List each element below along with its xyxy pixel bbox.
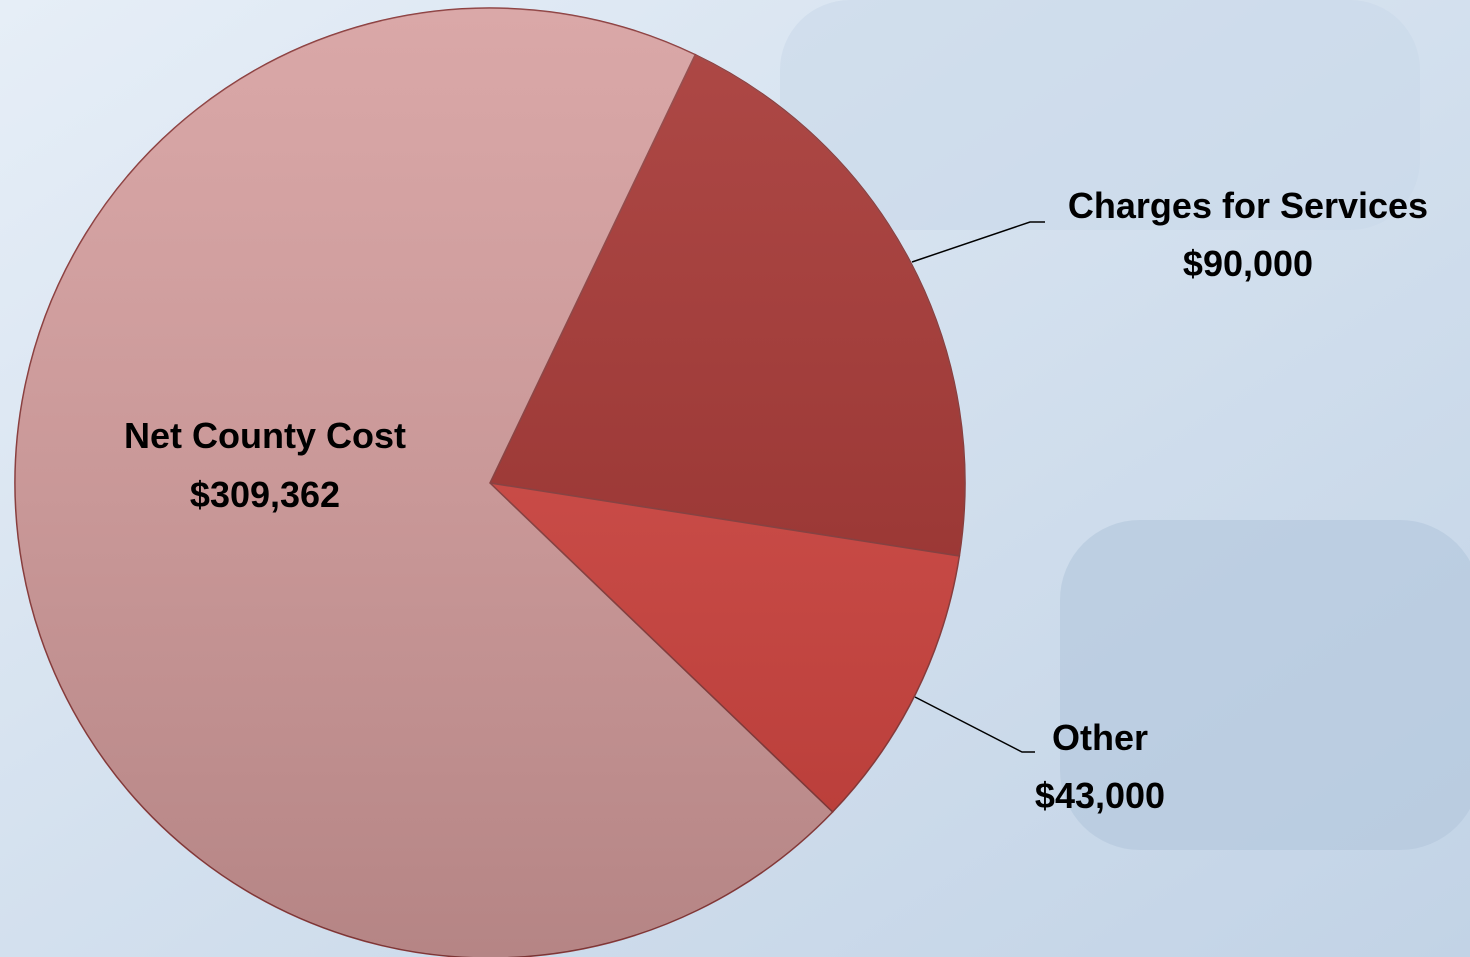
slice-value: $90,000 bbox=[1183, 243, 1313, 284]
slice-name: Other bbox=[1052, 717, 1148, 758]
pie bbox=[14, 7, 966, 957]
slice-label: Charges for Services $90,000 bbox=[1068, 185, 1428, 284]
background-key bbox=[1060, 520, 1470, 850]
slice-value: $309,362 bbox=[190, 474, 340, 515]
slice-label: Net County Cost $309,362 bbox=[124, 415, 406, 515]
slice-label: Other $43,000 bbox=[1035, 717, 1165, 816]
slice-name: Charges for Services bbox=[1068, 185, 1428, 226]
slice-name: Net County Cost bbox=[124, 415, 406, 456]
labels: Charges for Services $90,000 Other $43,000 N… bbox=[124, 185, 1428, 816]
leader-line bbox=[914, 696, 1035, 753]
leader-line bbox=[911, 221, 1045, 263]
slice-value: $43,000 bbox=[1035, 775, 1165, 816]
